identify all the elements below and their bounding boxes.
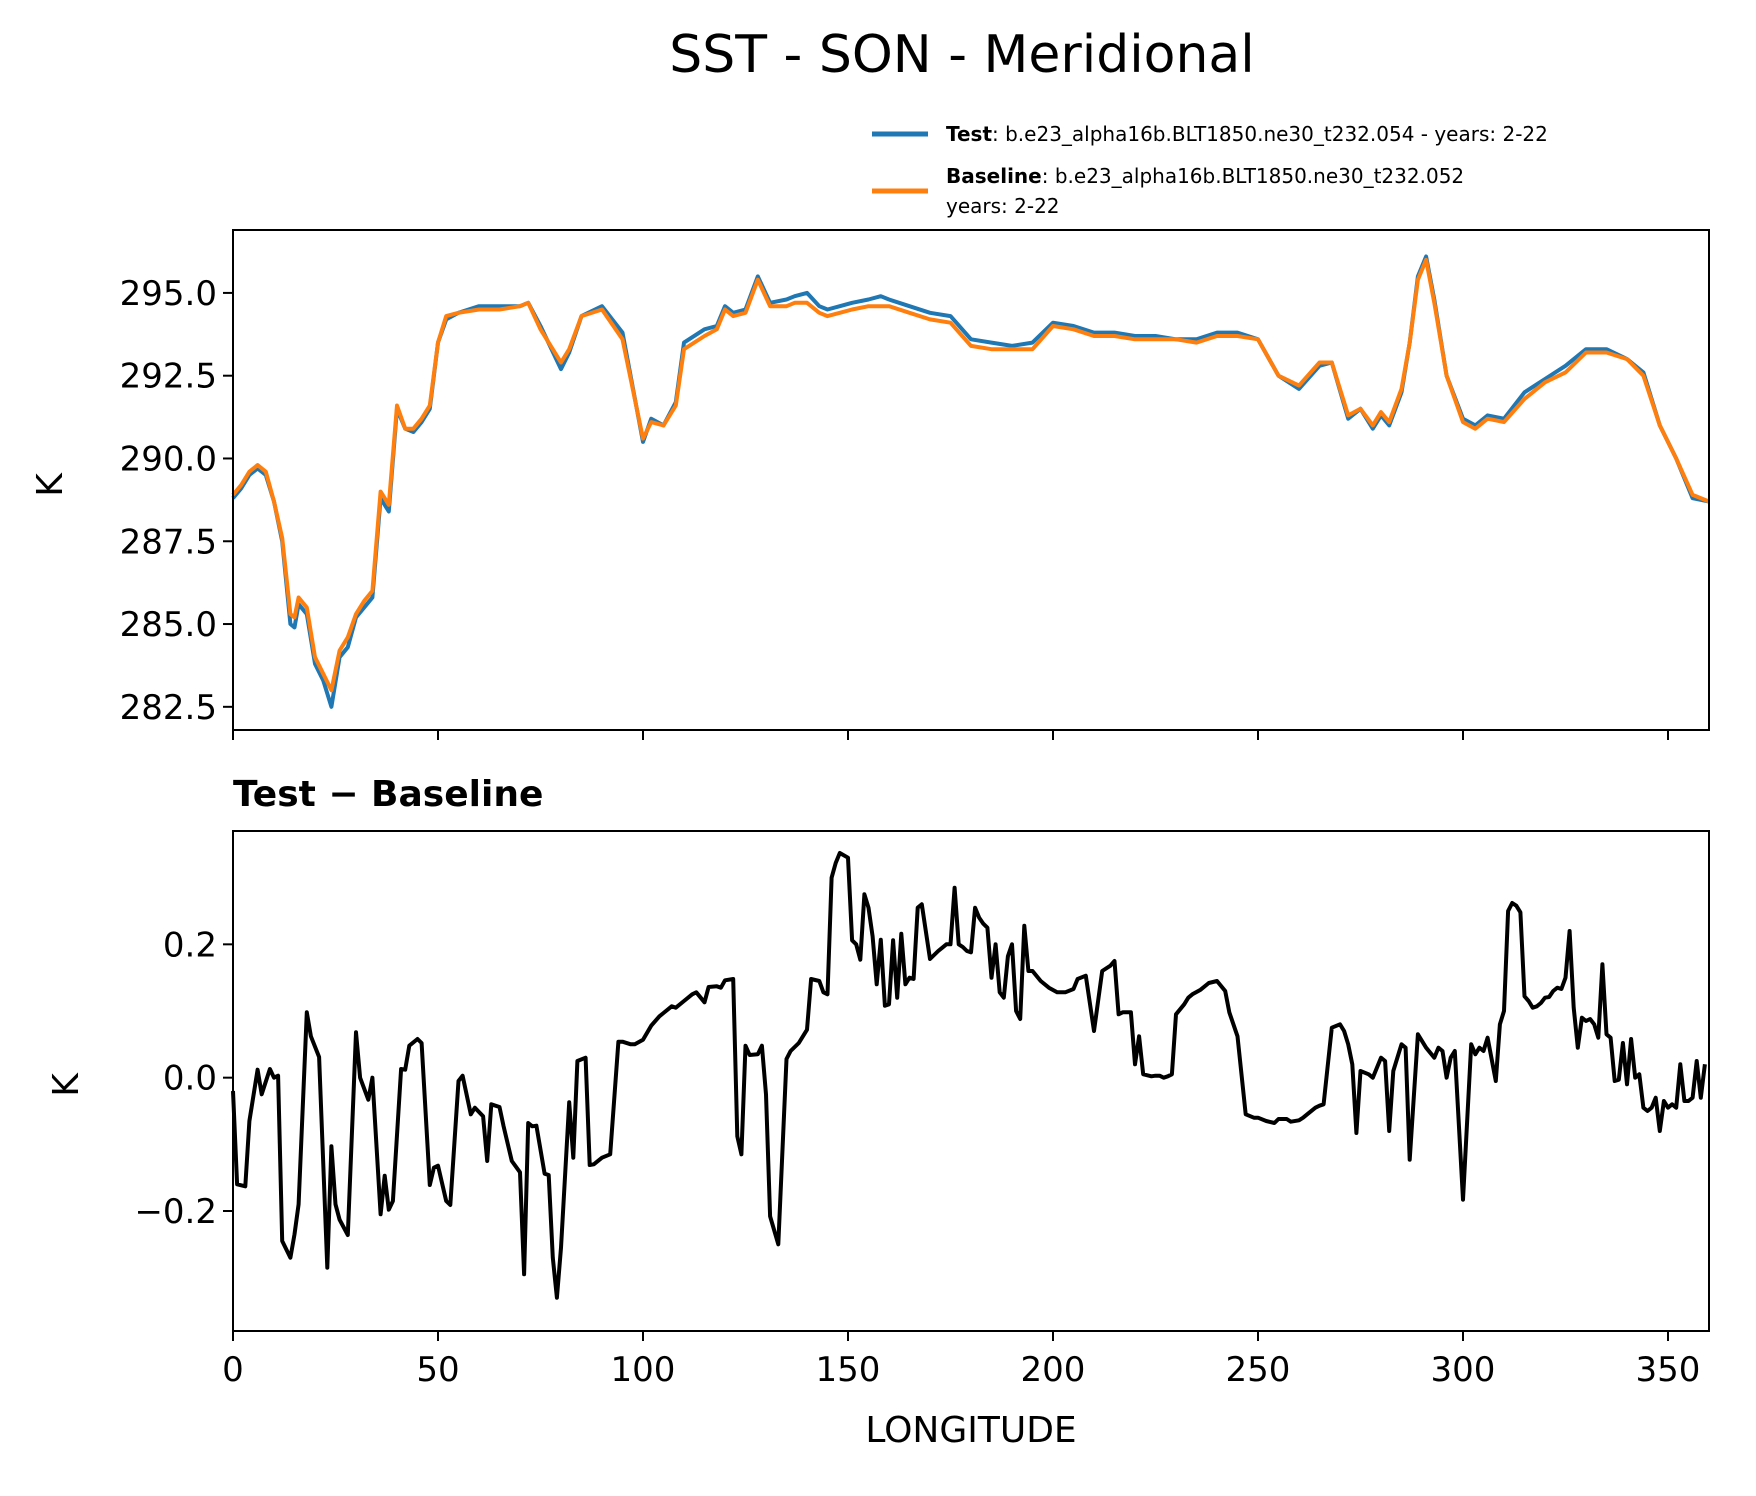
- top-y-ticks: 282.5 285.0 287.5 290.0 292.5 295.0: [120, 274, 233, 728]
- series-line-baseline: [231, 257, 1710, 693]
- y-tick-label: 292.5: [120, 357, 217, 397]
- y-tick-label: −0.2: [134, 1192, 217, 1232]
- top-x-ticks: [232, 730, 1669, 740]
- bottom-y-axis-label: K: [46, 1072, 87, 1097]
- x-tick-label: 250: [1226, 1350, 1291, 1390]
- y-tick-label: 295.0: [120, 274, 217, 314]
- bottom-y-ticks: −0.2 0.0 0.2: [134, 925, 233, 1232]
- bottom-plot-frame: [232, 830, 1710, 1332]
- series-line-test: [231, 254, 1710, 709]
- chart-title: SST - SON - Meridional: [669, 25, 1254, 85]
- legend-label-test-text: : b.e23_alpha16b.BLT1850.ne30_t232.054 -…: [992, 122, 1548, 146]
- y-tick-label: 285.0: [120, 605, 217, 645]
- legend-label-baseline-name: Baseline: [946, 164, 1042, 188]
- bottom-x-ticks: 0 50 100 150 200 250 300 350: [222, 1331, 1700, 1390]
- x-axis-label: LONGITUDE: [865, 1410, 1076, 1451]
- x-tick-label: 100: [611, 1350, 676, 1390]
- legend: Test: b.e23_alpha16b.BLT1850.ne30_t232.0…: [872, 122, 1548, 218]
- top-panel: K 282.5 285.0 287.5 290.0 292.5 295.0: [30, 229, 1710, 740]
- bottom-panel-title: Test − Baseline: [233, 774, 543, 815]
- top-plot-lines: [231, 254, 1710, 709]
- legend-label-baseline-years: years: 2-22: [946, 194, 1060, 218]
- y-tick-label: 287.5: [120, 522, 217, 562]
- top-plot-frame: [232, 229, 1710, 731]
- x-tick-label: 200: [1021, 1350, 1086, 1390]
- legend-label-baseline-text: : b.e23_alpha16b.BLT1850.ne30_t232.052: [1042, 164, 1464, 188]
- x-tick-label: 50: [416, 1350, 459, 1390]
- bottom-plot-lines: [231, 851, 1707, 1300]
- x-tick-label: 0: [222, 1350, 244, 1390]
- x-tick-label: 350: [1636, 1350, 1701, 1390]
- y-tick-label: 282.5: [120, 688, 217, 728]
- y-tick-label: 290.0: [120, 439, 217, 479]
- top-y-axis-label: K: [30, 472, 71, 497]
- legend-label-test-name: Test: [946, 122, 992, 146]
- legend-label-baseline: Baseline: b.e23_alpha16b.BLT1850.ne30_t2…: [946, 164, 1464, 188]
- y-tick-label: 0.0: [163, 1059, 217, 1099]
- bottom-panel: Test − Baseline K −0.2 0.0 0.2 0 50 100 150 20…: [46, 774, 1710, 1451]
- x-tick-label: 150: [816, 1350, 881, 1390]
- y-tick-label: 0.2: [163, 925, 217, 965]
- series-line-test-baseline: [231, 851, 1707, 1300]
- x-tick-label: 300: [1431, 1350, 1496, 1390]
- legend-label-test: Test: b.e23_alpha16b.BLT1850.ne30_t232.0…: [946, 122, 1548, 146]
